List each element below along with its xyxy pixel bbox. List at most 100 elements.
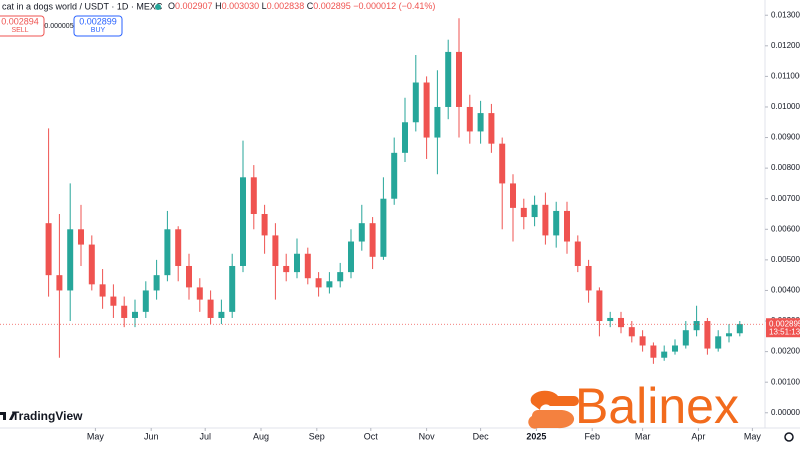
ohlc-key: C: [307, 1, 314, 11]
header: cat in a dogs world / USDT · 1D · MEXC O…: [0, 1, 435, 37]
candle-body: [294, 253, 300, 273]
ohlc-key: H: [215, 1, 222, 11]
candle-body: [715, 336, 722, 349]
x-tick-label: Sep: [309, 431, 325, 441]
candle-body: [693, 321, 700, 331]
x-tick-label: 2025: [526, 431, 546, 441]
candle-body: [304, 253, 311, 279]
candle-body: [240, 177, 246, 266]
sell-button[interactable]: [0, 15, 45, 37]
platform-name: TradingView: [12, 409, 83, 423]
candle-body: [726, 333, 732, 337]
candle-body: [661, 351, 668, 358]
x-tick-label: May: [744, 431, 762, 441]
buy-button[interactable]: [73, 15, 123, 37]
candle-body: [628, 327, 635, 337]
candle-body: [704, 321, 711, 349]
x-tick-label: Oct: [364, 431, 379, 441]
candle-body: [369, 223, 376, 257]
candle-body: [466, 106, 473, 132]
candle-body: [175, 229, 182, 266]
candle-body: [358, 223, 365, 242]
ohlc-value: 0.003030: [222, 1, 260, 11]
sell-price: 0.002894: [1, 16, 39, 26]
candle-body: [142, 290, 149, 312]
candle-body: [456, 51, 462, 107]
candle-body: [218, 311, 225, 318]
candle-body: [596, 290, 603, 322]
candle-body: [272, 235, 279, 266]
candle-body: [348, 241, 354, 273]
ohlc-value: 0.002895: [313, 1, 351, 11]
x-tick-label: May: [87, 431, 105, 441]
candle-body: [261, 214, 268, 236]
x-tick-label: Jul: [199, 431, 211, 441]
candle-body: [736, 324, 743, 334]
candle-body: [186, 265, 192, 288]
countdown: 13:51:13: [769, 327, 800, 336]
candle-body: [229, 265, 236, 312]
candle-body: [67, 229, 74, 291]
x-tick-label: Apr: [691, 431, 705, 441]
candle-body: [380, 198, 387, 257]
candle-body: [650, 345, 657, 358]
candle-body: [618, 317, 624, 328]
last-price-label: 0.002895: [769, 319, 800, 328]
candle-body: [164, 229, 171, 276]
settings-icon[interactable]: [784, 432, 794, 442]
plot: [0, 18, 765, 364]
candle-body: [445, 51, 452, 107]
candle-body: [585, 265, 592, 291]
ohlc: O0.002907 H0.003030 L0.002838 C0.002895 …: [168, 1, 435, 11]
candle-body: [402, 122, 408, 153]
candle-body: [207, 299, 214, 318]
watermark: Balinex: [575, 378, 739, 434]
ohlc-key: L: [262, 1, 267, 11]
ohlc-change: −0.000012 (−0.41%): [353, 1, 435, 11]
candle-body: [510, 183, 516, 208]
x-tick-label: Nov: [419, 431, 436, 441]
last-price-box: [766, 318, 800, 338]
spread: 0.000005: [44, 23, 73, 30]
candle-body: [132, 311, 138, 318]
candle-body: [553, 210, 560, 236]
ohlc-value: 0.002838: [267, 1, 305, 11]
buy-label: BUY: [91, 27, 106, 34]
candle-body: [196, 287, 203, 300]
candle-body: [488, 113, 495, 144]
tradingview-logo: TradingView: [0, 409, 83, 423]
balinex-logo: Balinex: [528, 378, 739, 434]
candle-body: [88, 244, 95, 285]
candle-body: [391, 152, 398, 199]
candle-body: [639, 336, 646, 346]
candle-body: [434, 106, 441, 138]
candle-body: [477, 113, 484, 132]
candle-body: [542, 204, 549, 236]
candle-body: [45, 223, 52, 276]
candle-body: [531, 204, 538, 218]
x-tick-label: Jun: [144, 431, 159, 441]
candle-body: [99, 284, 106, 297]
y-tick-label: 0.013000: [771, 10, 800, 19]
candle-body: [250, 177, 257, 214]
candle-body: [110, 296, 117, 306]
candle-body: [56, 275, 63, 291]
candle-body: [564, 210, 570, 242]
gear[interactable]: [784, 432, 794, 442]
candle-body: [283, 265, 290, 273]
candle-body: [412, 82, 419, 123]
candle-body: [520, 207, 527, 218]
x-tick-label: Aug: [253, 431, 269, 441]
x-tick-label: Feb: [584, 431, 600, 441]
